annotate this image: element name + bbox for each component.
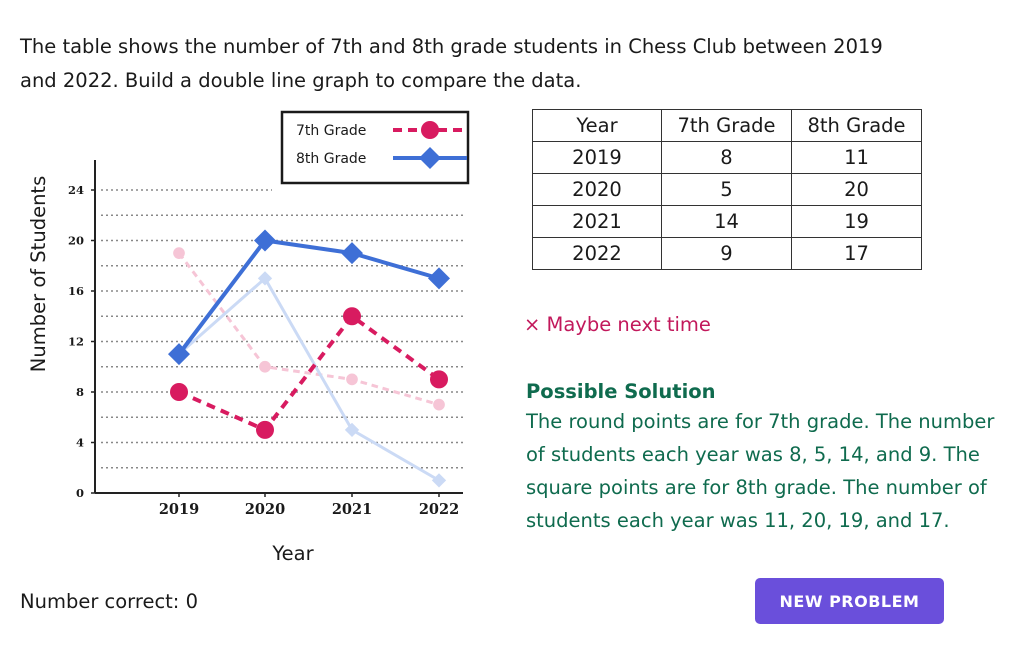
solution-title: Possible Solution bbox=[526, 380, 716, 403]
faded-series-point bbox=[259, 360, 271, 373]
table-cell: 2020 bbox=[532, 173, 662, 206]
y-tick-label: 20 bbox=[68, 234, 84, 248]
feedback-message: × Maybe next time bbox=[524, 313, 711, 336]
x-tick-label: 2022 bbox=[419, 501, 459, 518]
table-cell: 8 bbox=[661, 141, 792, 174]
series-8th-grade-line bbox=[177, 238, 440, 356]
faded-series-point bbox=[257, 271, 273, 286]
legend-marker bbox=[421, 121, 439, 139]
series-7th-grade-point bbox=[430, 370, 448, 389]
table-header-8th: 8th Grade bbox=[791, 109, 922, 142]
series-8th-grade-point bbox=[254, 229, 276, 252]
solution-text: The round points are for 7th grade. The … bbox=[526, 410, 995, 532]
score-counter: Number correct: 0 bbox=[20, 590, 198, 613]
series-7th-grade-line bbox=[178, 314, 441, 432]
table-cell: 2022 bbox=[532, 237, 662, 270]
y-tick-label: 16 bbox=[68, 284, 84, 298]
series-7th-grade-point bbox=[343, 307, 361, 326]
table-header-year: Year bbox=[532, 109, 662, 142]
legend-label: 8th Grade bbox=[296, 151, 366, 167]
data-table: Year 7th Grade 8th Grade 2019 8 11 2020 … bbox=[532, 109, 922, 270]
x-tick-label: 2020 bbox=[245, 501, 285, 518]
legend: 7th Grade 8th Grade bbox=[280, 110, 470, 185]
x-tick-label: 2021 bbox=[332, 501, 372, 518]
table-header-row: Year 7th Grade 8th Grade bbox=[532, 109, 922, 142]
table-cell: 11 bbox=[791, 141, 922, 174]
table-cell: 9 bbox=[661, 237, 792, 270]
series-8th-grade-point bbox=[341, 242, 363, 265]
x-tick-label: 2019 bbox=[159, 501, 199, 518]
legend-label: 7th Grade bbox=[296, 123, 366, 139]
table-cell: 17 bbox=[791, 237, 922, 270]
faded-series-point bbox=[344, 422, 360, 438]
table-cell: 5 bbox=[661, 173, 792, 206]
table-row: 2021 14 19 bbox=[532, 205, 922, 238]
y-tick-label: 0 bbox=[76, 486, 84, 500]
x-axis-title: Year bbox=[271, 542, 314, 565]
problem-prompt: The table shows the number of 7th and 8t… bbox=[20, 35, 883, 92]
faded-series-line bbox=[177, 252, 440, 407]
faded-series-point bbox=[431, 473, 447, 488]
table-cell: 20 bbox=[791, 173, 922, 206]
table-row: 2019 8 11 bbox=[532, 141, 922, 174]
table-row: 2022 9 17 bbox=[532, 237, 922, 270]
double-line-chart[interactable]: 0 4 8 12 16 20 24 2019 2020 2021 2022 Year Number … bbox=[0, 0, 520, 580]
table-cell: 2019 bbox=[532, 141, 662, 174]
y-tick-label: 12 bbox=[68, 335, 84, 349]
y-axis-title: Number of Students bbox=[27, 176, 50, 372]
series-7th-grade-point bbox=[256, 420, 274, 439]
series-8th-grade-point bbox=[428, 267, 450, 290]
faded-series-point bbox=[173, 247, 185, 259]
faded-series-point bbox=[346, 373, 358, 386]
y-tick-label: 4 bbox=[76, 436, 84, 450]
table-header-7th: 7th Grade bbox=[661, 109, 792, 142]
table-cell: 14 bbox=[661, 205, 792, 238]
new-problem-button[interactable]: NEW PROBLEM bbox=[755, 578, 944, 624]
y-tick-label: 8 bbox=[76, 385, 84, 399]
y-tick-label: 24 bbox=[68, 183, 84, 197]
faded-series-point bbox=[433, 398, 445, 411]
faded-series-line bbox=[178, 276, 440, 482]
legend-box bbox=[280, 110, 470, 185]
table-cell: 2021 bbox=[532, 205, 662, 238]
legend-marker bbox=[419, 147, 441, 169]
series-8th-grade-point bbox=[168, 343, 190, 366]
series-7th-grade-point bbox=[170, 383, 188, 401]
table-row: 2020 5 20 bbox=[532, 173, 922, 206]
table-cell: 19 bbox=[791, 205, 922, 238]
